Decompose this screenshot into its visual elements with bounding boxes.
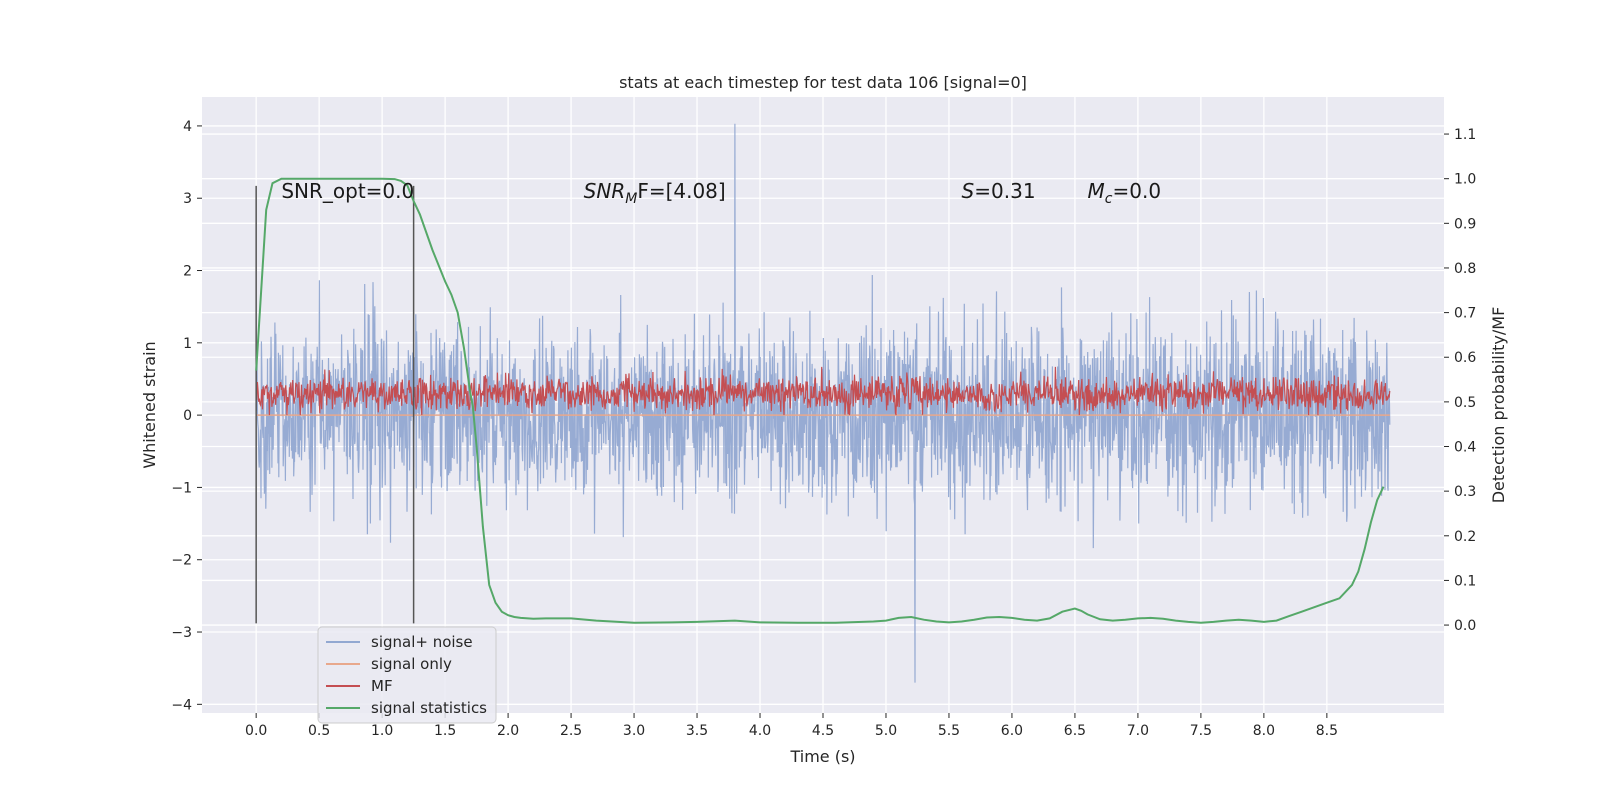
series-signal-noise: [255, 123, 1391, 683]
legend-label-signal-noise: signal+ noise: [371, 633, 473, 651]
x-tick-label: 1.5: [434, 723, 456, 739]
x-tick-label: 6.0: [1001, 723, 1023, 739]
x-tick-label: 8.0: [1253, 723, 1275, 739]
mf-line: [255, 366, 1391, 416]
y-left-tick-label: −1: [171, 480, 192, 496]
legend-label-signal-only: signal only: [371, 655, 452, 673]
y-right-tick-label: 0.0: [1454, 618, 1476, 634]
annotation-s: S=0.31: [962, 179, 1036, 203]
annotation-snr-mf-symbol: SNR: [584, 179, 626, 203]
y-right-tick-label: 0.3: [1454, 484, 1476, 500]
x-tick-label: 6.5: [1064, 723, 1086, 739]
x-tick-label: 5.5: [938, 723, 960, 739]
y-right-tick-label: 1.1: [1454, 127, 1476, 143]
legend: signal+ noise signal only MF signal stat…: [317, 626, 497, 724]
annotations: SNR_opt=0.0 SNRMF=[4.08] S=0.31 Mc=0.0: [281, 179, 1161, 207]
vlines: [255, 185, 415, 624]
annotation-s-value: =0.31: [974, 179, 1035, 203]
x-tick-label: 1.0: [371, 723, 393, 739]
y-right-tick-label: 0.9: [1454, 216, 1476, 232]
signal-noise-line: [255, 123, 1391, 683]
y-left-tick-label: 4: [183, 119, 192, 135]
y-left-tick-label: 2: [183, 264, 192, 280]
annotation-mc-value: =0.0: [1112, 179, 1161, 203]
x-tick-label: 4.0: [749, 723, 771, 739]
y-left-tick-label: 0: [183, 408, 192, 424]
y-right-tick-label: 0.6: [1454, 350, 1476, 366]
x-tick-label: 7.0: [1127, 723, 1149, 739]
x-tick-label: 3.0: [623, 723, 645, 739]
legend-label-mf: MF: [371, 677, 393, 695]
chart-title: stats at each timestep for test data 106…: [619, 73, 1027, 92]
y-left-tick-label: 1: [183, 336, 192, 352]
y-left-tick-label: −3: [171, 625, 192, 641]
y-right-tick-label: 1.0: [1454, 172, 1476, 188]
x-tick-label: 3.5: [686, 723, 708, 739]
annotation-mc-sub: c: [1105, 191, 1113, 207]
y-left-tick-label: 3: [183, 191, 192, 207]
x-tick-label: 5.0: [875, 723, 897, 739]
x-tick-label: 2.5: [560, 723, 582, 739]
signal-statistics-line: [255, 177, 1385, 624]
annotation-snr-mf-value: F=[4.08]: [637, 179, 725, 203]
legend-label-signal-statistics: signal statistics: [371, 699, 487, 717]
series-signal-statistics: [255, 177, 1385, 624]
y-axis-label-left: Whitened strain: [140, 341, 159, 468]
x-tick-label: 0.5: [308, 723, 330, 739]
legend-box: [317, 626, 497, 724]
y-right-tick-label: 0.4: [1454, 440, 1476, 456]
x-tick-label: 2.0: [497, 723, 519, 739]
y-left-tick-label: −4: [171, 697, 192, 713]
annotation-mc-symbol: M: [1088, 179, 1105, 203]
annotation-snr-mf: SNRMF=[4.08]: [584, 179, 726, 207]
y-right-tick-label: 0.2: [1454, 529, 1476, 545]
x-tick-label: 7.5: [1190, 723, 1212, 739]
y-right-tick-label: 0.7: [1454, 306, 1476, 322]
annotation-snr-opt: SNR_opt=0.0: [281, 179, 414, 203]
y-axis-label-right: Detection probability/MF: [1489, 307, 1508, 504]
x-tick-label: 0.0: [245, 723, 267, 739]
x-tick-label: 8.5: [1316, 723, 1338, 739]
y-right-tick-label: 0.5: [1454, 395, 1476, 411]
y-right-tick-label: 0.8: [1454, 261, 1476, 277]
series-mf: [255, 366, 1391, 416]
annotation-mc: Mc=0.0: [1088, 179, 1162, 207]
y-right-tick-label: 0.1: [1454, 573, 1476, 589]
annotation-snr-mf-sub: M: [625, 191, 637, 207]
annotation-s-symbol: S: [962, 179, 975, 203]
x-axis-label: Time (s): [789, 747, 855, 766]
x-tick-label: 4.5: [812, 723, 834, 739]
y-left-tick-label: −2: [171, 553, 192, 569]
axes-ticks: 0.0 0.5 1.0 1.5 2.0 2.5 3.0 3.5 4.0 4.5 5.0 5.5 6.0 6…: [171, 119, 1476, 739]
